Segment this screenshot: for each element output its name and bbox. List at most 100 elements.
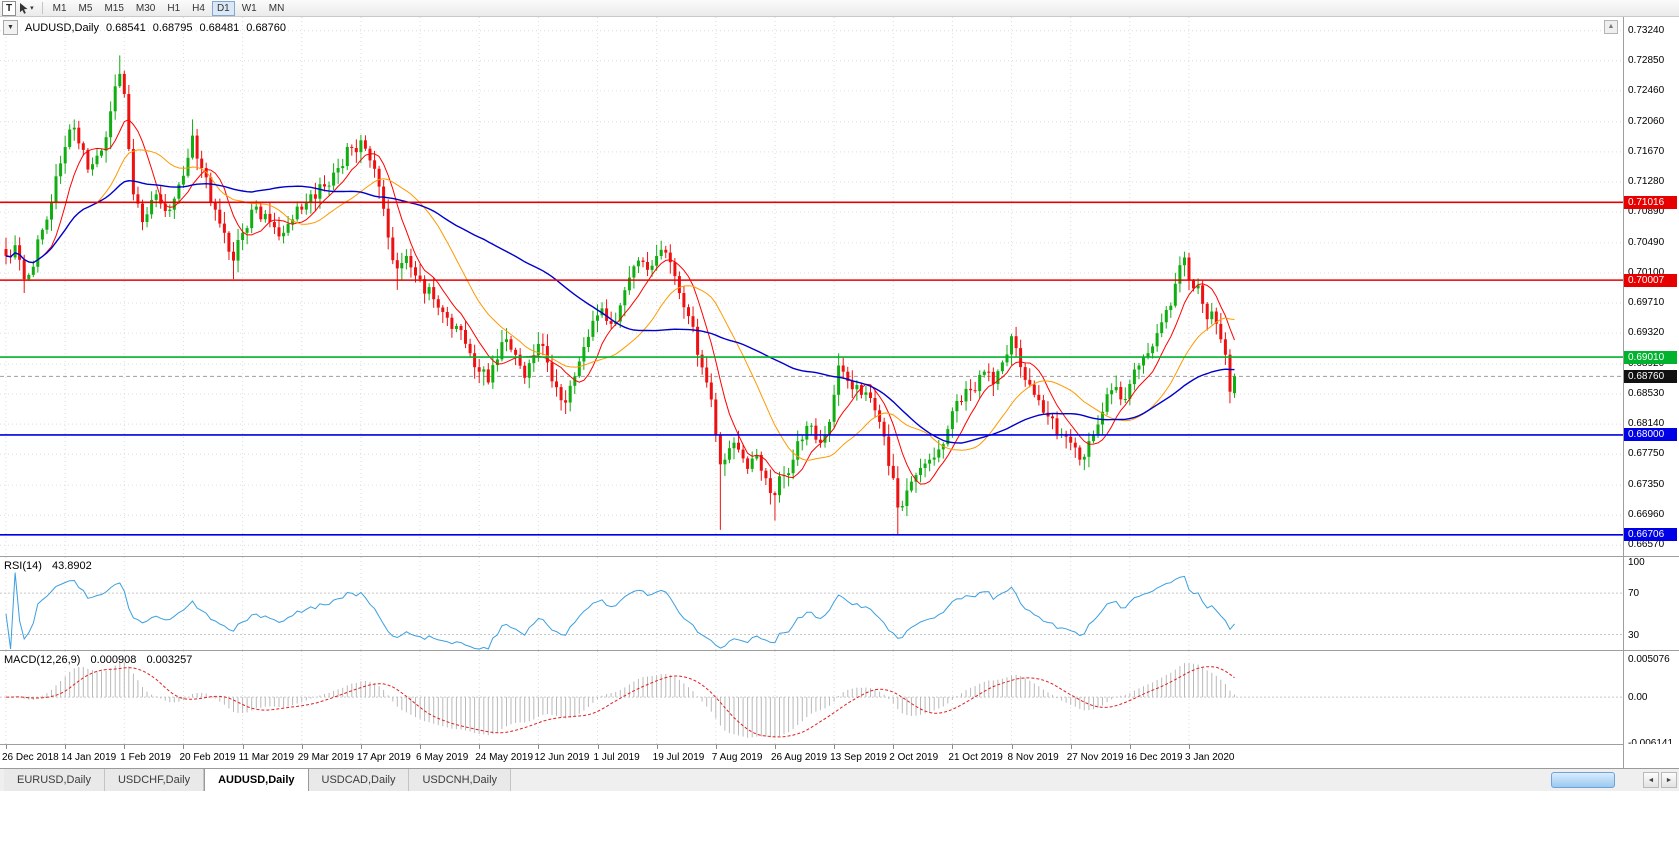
- macd-axis: 0.005076 0.00 -0.006141: [1623, 650, 1679, 744]
- ohlc-open: 0.68541: [105, 21, 146, 34]
- time-axis-tick: [124, 745, 126, 749]
- rsi-axis-label: 70: [1628, 588, 1640, 600]
- date-label: 1 Feb 2019: [120, 752, 171, 763]
- time-axis-tick: [183, 745, 185, 749]
- macd-value-signal: 0.003257: [146, 654, 193, 666]
- price-level-badge: 0.69010: [1624, 350, 1677, 364]
- chart-tabs: EURUSD,Daily USDCHF,Daily AUDUSD,Daily USDC…: [4, 769, 512, 791]
- price-tick-label: 0.71280: [1628, 175, 1665, 187]
- date-label: 13 Sep 2019: [830, 752, 887, 763]
- time-axis-tick: [1011, 745, 1013, 749]
- time-axis-tick: [65, 745, 67, 749]
- price-level-badge: 0.66706: [1624, 528, 1677, 542]
- scroll-right-button[interactable]: ►: [1661, 772, 1677, 788]
- macd-value-main: 0.000908: [90, 654, 137, 666]
- ohlc-high: 0.68795: [152, 21, 193, 34]
- time-axis-tick: [1129, 745, 1131, 749]
- rsi-canvas[interactable]: [0, 557, 1623, 650]
- macd-label: MACD(12,26,9): [4, 654, 81, 666]
- timeframe-button-w1[interactable]: W1: [241, 2, 257, 14]
- date-label: 26 Aug 2019: [770, 752, 828, 763]
- price-level-badge: 0.70007: [1624, 273, 1677, 287]
- text-tool-button[interactable]: T: [2, 0, 17, 16]
- price-tick-label: 0.70890: [1628, 206, 1665, 217]
- tab-eurusd-daily[interactable]: EURUSD,Daily: [4, 769, 105, 791]
- time-axis-tick: [774, 745, 776, 749]
- price-tick-label: 0.66960: [1628, 509, 1665, 521]
- macd-indicator-pane: MACD(12,26,9) 0.000908 0.003257: [0, 650, 1623, 744]
- scroll-left-button[interactable]: ◄: [1643, 772, 1659, 788]
- rsi-indicator-pane: RSI(14) 43.8902: [0, 556, 1623, 650]
- caret-down-icon: ▾: [30, 5, 34, 12]
- macd-axis-label: -0.006141: [1628, 737, 1674, 744]
- date-label: 2 Oct 2019: [889, 752, 939, 763]
- time-axis-tick: [834, 745, 836, 749]
- chart-tab-bar: EURUSD,Daily USDCHF,Daily AUDUSD,Daily USDC…: [0, 768, 1679, 791]
- chart-header: ▼ AUDUSD,Daily 0.68541 0.68795 0.68481 0…: [3, 20, 286, 35]
- timeframe-button-m30[interactable]: M30: [135, 2, 156, 14]
- time-axis-tick: [893, 745, 895, 749]
- timeframe-button-m1[interactable]: M1: [52, 2, 67, 14]
- time-axis-tick: [597, 745, 599, 749]
- time-axis-tick: [6, 745, 7, 749]
- date-label: 12 Jun 2019: [534, 752, 590, 763]
- timeframe-button-h1[interactable]: H1: [167, 2, 181, 14]
- date-label: 8 Nov 2019: [1007, 752, 1059, 763]
- price-tick-label: 0.73240: [1628, 24, 1665, 36]
- price-tick-label: 0.72460: [1628, 84, 1665, 96]
- rsi-axis-label: 30: [1628, 629, 1640, 641]
- tab-usdcnh-daily[interactable]: USDCNH,Daily: [409, 769, 512, 791]
- macd-canvas[interactable]: [0, 651, 1623, 744]
- price-chart-canvas[interactable]: [0, 17, 1623, 556]
- tab-usdcad-daily[interactable]: USDCAD,Daily: [308, 769, 410, 791]
- date-label: 3 Jan 2020: [1185, 752, 1235, 763]
- tab-usdchf-daily[interactable]: USDCHF,Daily: [104, 769, 205, 791]
- time-axis-tick: [420, 745, 422, 749]
- macd-axis-label: 0.00: [1628, 692, 1648, 704]
- price-tick-label: 0.69710: [1628, 297, 1665, 309]
- time-axis-corner: [1623, 744, 1679, 768]
- price-tick-label: 0.72850: [1628, 54, 1665, 66]
- candles-layer: [4, 55, 1236, 536]
- time-axis-tick: [715, 745, 717, 749]
- time-axis-tick: [301, 745, 303, 749]
- tab-scrollbar: ◄ ►: [1551, 772, 1677, 788]
- tab-audusd-daily[interactable]: AUDUSD,Daily: [204, 769, 309, 791]
- date-label: 21 Oct 2019: [948, 752, 1003, 763]
- time-axis-tick: [656, 745, 658, 749]
- timeframe-buttons: M1 M5 M15 M30 H1 H4 D1 W1 MN: [48, 0, 290, 16]
- date-label: 14 Jan 2019: [61, 752, 117, 763]
- date-label: 11 Mar 2019: [238, 752, 294, 763]
- date-label: 16 Dec 2019: [1125, 752, 1183, 763]
- scrollbar-thumb[interactable]: [1551, 772, 1615, 788]
- moving-averages-layer: [5, 119, 1235, 485]
- symbol-dropdown-icon[interactable]: ▼: [3, 20, 18, 35]
- date-label: 7 Aug 2019: [711, 752, 763, 763]
- price-tick-label: 0.70100: [1628, 266, 1665, 278]
- rsi-label: RSI(14): [4, 560, 42, 572]
- rsi-line: [5, 572, 1235, 650]
- timeframe-button-m5[interactable]: M5: [78, 2, 93, 14]
- timeframe-button-h4[interactable]: H4: [192, 2, 205, 14]
- price-axis: 0.73240 0.72850 0.72460 0.72060 0.71670 0.712…: [1623, 17, 1679, 556]
- price-tick-label: 0.68530: [1628, 388, 1665, 400]
- price-tick-label: 0.67750: [1628, 448, 1665, 460]
- toolbar-separator: [41, 2, 43, 14]
- macd-axis-label: 0.005076: [1628, 654, 1670, 666]
- fast-ma-line: [5, 119, 1235, 485]
- price-tick-label: 0.72060: [1628, 115, 1665, 127]
- macd-signal-line: [5, 666, 1235, 738]
- timeframe-button-d1[interactable]: D1: [211, 0, 235, 16]
- timeframe-button-mn[interactable]: MN: [268, 2, 285, 14]
- price-level-badge: 0.71016: [1624, 195, 1677, 209]
- rsi-pane-label: RSI(14) 43.8902: [4, 560, 99, 572]
- price-tick-label: 0.69320: [1628, 327, 1665, 339]
- time-axis: 26 Dec 2018 14 Jan 2019 1 Feb 2019 20 Feb 2…: [0, 744, 1623, 768]
- chart-shift-marker[interactable]: ▲: [1604, 20, 1618, 34]
- cursor-tool-button[interactable]: ▾: [16, 1, 37, 16]
- date-label: 17 Apr 2019: [356, 752, 411, 763]
- timeframe-button-m15[interactable]: M15: [104, 2, 124, 14]
- medium-ma-line: [5, 149, 1235, 461]
- date-label: 20 Feb 2019: [179, 752, 236, 763]
